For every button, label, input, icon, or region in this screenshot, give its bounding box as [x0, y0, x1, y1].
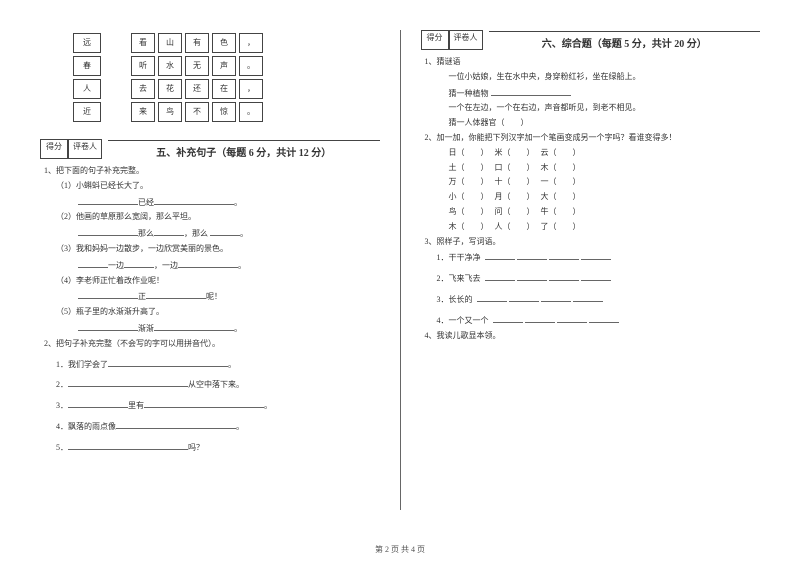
cell: 鸟 — [158, 102, 182, 122]
q1-4-blank: 正呢！ — [44, 289, 380, 304]
left-column: 远 看 山 有 色 ， 春 听 水 无 声 。 — [40, 30, 380, 510]
section-6-title: 六、综合题（每题 5 分，共计 20 分） — [489, 31, 761, 50]
cell: 来 — [131, 102, 155, 122]
page-footer: 第 2 页 共 4 页 — [0, 544, 800, 555]
q2-row: 万（ ） 十（ ） 一（ ） — [449, 176, 761, 189]
cell: 惊 — [212, 102, 236, 122]
right-column: 得分 评卷人 六、综合题（每题 5 分，共计 20 分） 1、猜谜语 一位小姑娘… — [421, 30, 761, 510]
q1-riddle2: 一个在左边，一个在右边，声音都听见，到老不相见。 — [425, 102, 761, 115]
q2: 2、加一加，你能把下列汉字加一个笔画变成另一个字吗？看谁变得多！ — [425, 132, 761, 145]
cell: 有 — [185, 33, 209, 53]
cell: ， — [239, 79, 263, 99]
cell: 去 — [131, 79, 155, 99]
q3: 3、照样子，写词语。 — [425, 236, 761, 249]
cell: 不 — [185, 102, 209, 122]
cell: ， — [239, 33, 263, 53]
score-label: 得分 — [40, 139, 68, 159]
q1: 1、猜谜语 — [425, 56, 761, 69]
score-header-6: 得分 评卷人 六、综合题（每题 5 分，共计 20 分） — [421, 30, 761, 50]
q1-1-blank: 已经。 — [44, 195, 380, 210]
q1-guess1: 猜一种植物 — [425, 86, 761, 101]
q2: 2、把句子补充完整（不会写的字可以用拼音代）。 — [44, 338, 380, 351]
q3-3: 3．长长的 — [425, 292, 761, 307]
cell: 水 — [158, 56, 182, 76]
cell: 远 — [73, 33, 101, 53]
q1-2: （2）他画的草原那么宽阔，那么平坦。 — [44, 211, 380, 224]
score-header-5: 得分 评卷人 五、补充句子（每题 6 分，共计 12 分） — [40, 139, 380, 159]
column-divider — [400, 30, 401, 510]
q1: 1、把下面的句子补充完整。 — [44, 165, 380, 178]
q4: 4、我读儿歌显本领。 — [425, 330, 761, 343]
q3-1: 1．干干净净 — [425, 250, 761, 265]
q1-3-blank: 一边，一边。 — [44, 258, 380, 273]
q2-row: 鸟（ ） 问（ ） 牛（ ） — [449, 206, 761, 219]
q3-2: 2．飞来飞去 — [425, 271, 761, 286]
cell: 还 — [185, 79, 209, 99]
q2-row: 木（ ） 人（ ） 了（ ） — [449, 221, 761, 234]
q1-riddle1: 一位小姑娘，生在水中央，身穿粉红衫，坐在绿船上。 — [425, 71, 761, 84]
q1-2-blank: 那么，那么 。 — [44, 226, 380, 241]
cell: 听 — [131, 56, 155, 76]
cell: 声 — [212, 56, 236, 76]
cell: 山 — [158, 33, 182, 53]
cell: 人 — [73, 79, 101, 99]
cell: 看 — [131, 33, 155, 53]
q1-3: （3）我和妈妈一边散步，一边欣赏美丽的景色。 — [44, 243, 380, 256]
page-container: 远 看 山 有 色 ， 春 听 水 无 声 。 — [40, 30, 760, 510]
cell: 在 — [212, 79, 236, 99]
q2-grid: 日（ ） 米（ ） 云（ ） 土（ ） 口（ ） 木（ ）万（ ） 十（ ） 一（… — [425, 147, 761, 234]
q1-5-blank: 渐渐。 — [44, 321, 380, 336]
q2-4: 4．飘落的雨点像。 — [44, 419, 380, 434]
score-label: 得分 — [421, 30, 449, 50]
q2-2: 2．从空中落下来。 — [44, 377, 380, 392]
q2-3: 3．里有。 — [44, 398, 380, 413]
q2-row: 日（ ） 米（ ） 云（ ） — [449, 147, 761, 160]
cell: 花 — [158, 79, 182, 99]
cell: 色 — [212, 33, 236, 53]
q1-guess2: 猜一人体器官（ ） — [425, 117, 761, 130]
poem-table: 远 看 山 有 色 ， 春 听 水 无 声 。 — [70, 30, 380, 125]
cell: 无 — [185, 56, 209, 76]
q1-5: （5）瓶子里的水渐渐升高了。 — [44, 306, 380, 319]
q2-5: 5．吗？ — [44, 440, 380, 455]
section-5-body: 1、把下面的句子补充完整。 （1）小蝌蚪已经长大了。 已经。 （2）他画的草原那… — [40, 165, 380, 455]
q2-row: 土（ ） 口（ ） 木（ ） — [449, 162, 761, 175]
cell: 。 — [239, 56, 263, 76]
section-6-body: 1、猜谜语 一位小姑娘，生在水中央，身穿粉红衫，坐在绿船上。 猜一种植物 一个在… — [421, 56, 761, 342]
q1-4: （4）李老师正忙着改作业呢！ — [44, 275, 380, 288]
reviewer-label: 评卷人 — [449, 30, 483, 50]
q2-1: 1．我们学会了。 — [44, 357, 380, 372]
reviewer-label: 评卷人 — [68, 139, 102, 159]
cell: 。 — [239, 102, 263, 122]
q3-4: 4．一个又一个 — [425, 313, 761, 328]
section-5-title: 五、补充句子（每题 6 分，共计 12 分） — [108, 140, 380, 159]
cell: 近 — [73, 102, 101, 122]
q1-1: （1）小蝌蚪已经长大了。 — [44, 180, 380, 193]
q2-row: 小（ ） 月（ ） 大（ ） — [449, 191, 761, 204]
cell: 春 — [73, 56, 101, 76]
